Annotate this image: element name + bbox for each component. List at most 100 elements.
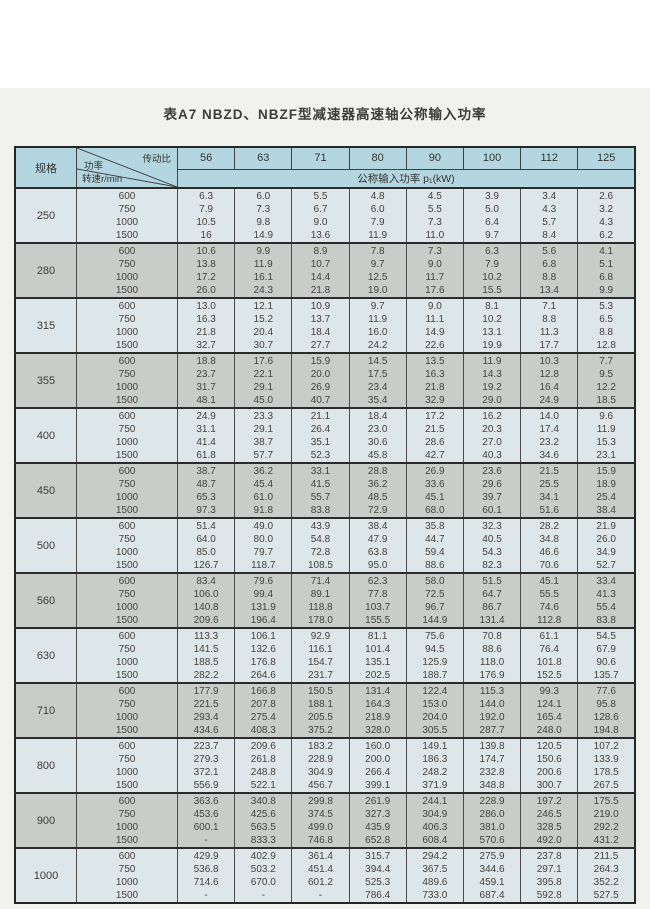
value-line: 28.6: [425, 436, 445, 448]
value-line: 5.5: [427, 203, 442, 215]
value-line: 6.8: [542, 258, 557, 270]
power-cell: 4.5 5.5 7.3 11.0: [405, 188, 464, 243]
value-line: 750: [118, 258, 136, 270]
value-line: 197.2: [536, 795, 562, 807]
value-line: 600: [118, 740, 136, 752]
value-line: 1500: [115, 229, 139, 241]
value-line: 3.2: [599, 203, 614, 215]
value-line: 267.5: [593, 779, 619, 791]
power-cell: 77.6 95.8 128.6 194.8: [577, 683, 636, 738]
power-cell: 177.9 221.5 293.4 434.6: [176, 683, 236, 738]
value-line: 18.4: [310, 326, 331, 338]
value-line: 99.3: [539, 685, 559, 697]
value-line: 434.6: [193, 724, 219, 736]
value-line: 34.1: [539, 491, 559, 503]
value-line: 34.8: [539, 533, 559, 545]
value-line: 13.1: [482, 326, 502, 338]
value-line: 499.0: [307, 821, 333, 833]
value-line: 38.4: [367, 520, 388, 532]
speed-cell: 600 750 1000 1500: [76, 518, 178, 573]
value-line: 18.9: [596, 478, 616, 490]
value-line: 47.9: [367, 533, 388, 545]
power-cell: 21.1 26.4 35.1 52.3: [291, 408, 350, 463]
value-line: 76.4: [539, 643, 559, 655]
power-cell: 17.6 22.1 29.1 45.0: [234, 353, 293, 408]
spec-group-row-710: 710 600 750 1000 1500 177.9 221.5 293.4 434.6 166…: [14, 683, 636, 738]
value-line: 9.0: [427, 300, 442, 312]
value-line: 228.9: [307, 753, 333, 765]
value-line: 261.9: [365, 795, 391, 807]
value-line: 14.5: [367, 355, 388, 367]
power-cell: 23.3 29.1 38.7 57.7: [234, 408, 293, 463]
value-line: 16.3: [196, 313, 216, 325]
value-line: 115.3: [479, 685, 505, 697]
ratio-col-header: 71: [291, 146, 350, 170]
value-line: 1500: [115, 559, 139, 571]
value-line: 425.6: [250, 808, 276, 820]
value-line: 14.4: [310, 271, 331, 283]
value-line: 75.6: [425, 630, 445, 642]
value-line: -: [204, 834, 208, 846]
value-line: 112.8: [537, 614, 562, 626]
value-line: 375.2: [307, 724, 333, 736]
power-cell: 175.5 219.0 292.2 431.2: [577, 793, 636, 848]
value-line: 264.3: [593, 863, 619, 875]
value-line: 48.1: [196, 394, 216, 406]
power-cell: 6.3 7.9 10.2 15.5: [462, 243, 522, 298]
power-table: 规格 传动比 功率 转速r/min 56 63 71 80 90 100 112 125 公称…: [14, 146, 636, 904]
value-line: 5.6: [542, 245, 557, 257]
value-line: 1000: [115, 491, 139, 503]
value-line: 12.5: [367, 271, 388, 283]
value-line: 1500: [115, 339, 139, 351]
value-line: 24.2: [367, 339, 388, 351]
page-content: 表A7 NBZD、NBZF型减速器高速轴公称输入功率: [0, 88, 650, 909]
value-line: 77.6: [596, 685, 616, 697]
value-line: 72.9: [367, 504, 388, 516]
value-line: 652.8: [365, 834, 391, 846]
value-line: 6.8: [599, 271, 614, 283]
value-line: 83.4: [196, 575, 216, 587]
value-line: 43.9: [310, 520, 331, 532]
speed-cell: 600 750 1000 1500: [76, 463, 178, 518]
value-line: 6.0: [370, 203, 385, 215]
value-line: 45.1: [539, 575, 559, 587]
power-cell: 2.6 3.2 4.3 6.2: [577, 188, 636, 243]
value-line: 21.5: [425, 423, 445, 435]
value-line: 750: [118, 863, 136, 875]
speed-cell: 600 750 1000 1500: [76, 793, 178, 848]
value-line: 186.3: [422, 753, 448, 765]
power-cell: 139.8 174.7 232.8 348.8: [462, 738, 522, 793]
value-line: 5.0: [485, 203, 499, 215]
ratio-col-header: 56: [176, 146, 236, 170]
value-line: 746.8: [307, 834, 333, 846]
value-line: 17.4: [539, 423, 559, 435]
value-line: 9.0: [313, 216, 328, 228]
value-line: 1500: [115, 889, 139, 901]
value-line: 71.4: [310, 575, 331, 587]
value-line: 275.4: [250, 711, 276, 723]
value-line: 8.9: [313, 245, 328, 257]
ratio-col-header: 125: [577, 146, 636, 170]
value-line: 128.6: [593, 711, 619, 723]
value-line: 293.4: [193, 711, 219, 723]
value-line: 52.7: [596, 559, 616, 571]
power-cell: 149.1 186.3 248.2 371.9: [405, 738, 464, 793]
power-cell: 7.3 9.0 11.7 17.6: [405, 243, 464, 298]
value-line: 7.9: [485, 258, 499, 270]
value-line: 221.5: [193, 698, 219, 710]
value-line: 600: [118, 300, 136, 312]
power-cell: 7.8 9.7 12.5 19.0: [348, 243, 407, 298]
ratio-col-header: 90: [405, 146, 464, 170]
value-line: 11.3: [539, 326, 559, 338]
value-line: 80.0: [253, 533, 274, 545]
value-line: 6.2: [599, 229, 614, 241]
power-cell: 244.1 304.9 406.3 608.4: [405, 793, 464, 848]
power-cell: 17.2 21.5 28.6 42.7: [405, 408, 464, 463]
value-line: 10.7: [310, 258, 331, 270]
value-line: 363.6: [193, 795, 219, 807]
spec-cell: 560: [14, 573, 77, 628]
value-line: 17.2: [425, 410, 445, 422]
value-line: 22.6: [425, 339, 445, 351]
ratio-col-header: 80: [348, 146, 407, 170]
ratio-axis-label: 传动比: [142, 154, 171, 165]
